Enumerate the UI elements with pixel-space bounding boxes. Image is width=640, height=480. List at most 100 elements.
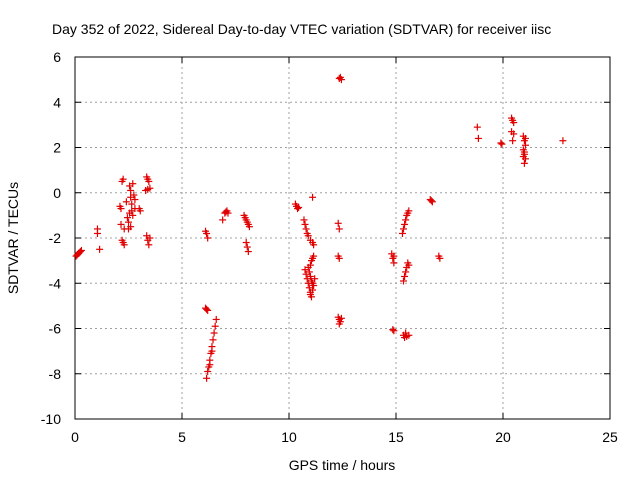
y-tick-label: 4 [53,94,61,110]
axis-ticks [74,56,611,420]
data-point [125,218,132,226]
data-point [208,347,216,355]
data-point [335,254,343,262]
data-point [119,175,127,183]
data-point [427,197,435,205]
x-tick-label: 15 [388,429,404,445]
data-point [390,259,398,267]
data-point [127,223,135,231]
data-point [144,185,152,193]
chart-title: Day 352 of 2022, Sidereal Day-to-day VTE… [52,21,551,37]
data-point [295,203,303,211]
data-point [131,196,139,204]
data-point [405,261,413,269]
data-point [130,191,138,199]
y-tick-label: 2 [53,140,61,156]
data-point [405,331,413,339]
data-point [521,141,529,149]
data-point [390,327,398,335]
data-point [398,229,406,237]
grid-lines [75,57,610,419]
data-point [510,119,518,127]
data-point [224,209,232,217]
y-tick-labels: -10 -8 -6 -4 -2 0 2 4 6 [41,49,61,427]
data-point [129,180,137,188]
data-point [123,214,131,222]
y-tick-label: -4 [49,275,62,291]
y-tick-label: -10 [41,411,61,427]
data-point [510,130,518,138]
data-point [203,305,211,313]
data-point [428,198,436,206]
data-point [473,123,481,131]
data-point [136,207,144,215]
data-point [390,252,398,260]
data-point [300,216,308,224]
data-point [302,225,310,233]
data-point [122,198,130,206]
data-point [306,272,314,280]
data-point [399,277,407,285]
data-point [521,134,529,142]
data-point [402,268,410,276]
data-point [520,159,528,167]
data-point [498,140,506,148]
data-point [559,137,567,145]
x-tick-label: 10 [281,429,297,445]
data-point [305,268,313,276]
x-axis-label: GPS time / hours [289,457,396,473]
data-point [497,139,505,147]
data-point [93,229,101,237]
data-point [335,320,343,328]
data-point [405,207,413,215]
data-point [337,314,345,322]
data-point [304,263,312,271]
data-point [204,367,212,375]
data-point [304,232,312,240]
data-point [76,248,84,256]
y-tick-label: -8 [49,366,62,382]
data-point [209,336,217,344]
data-point [309,279,317,287]
data-point [120,241,128,249]
data-point [145,241,153,249]
data-point [206,361,214,369]
x-tick-label: 25 [602,429,618,445]
y-tick-label: -2 [49,230,62,246]
data-point [203,229,211,237]
data-points [72,73,567,382]
data-point [210,329,218,337]
data-point [204,234,212,242]
data-point [126,209,134,217]
data-point [146,234,154,242]
data-point [337,76,345,84]
data-point [203,374,211,382]
x-tick-label: 0 [71,429,79,445]
data-point [401,220,409,228]
data-point [211,322,219,330]
data-point [127,186,135,194]
data-point [474,134,482,142]
data-point [519,153,527,161]
data-point [310,241,318,249]
data-point [77,246,85,254]
y-axis-label: SDTVAR / TECUs [5,182,21,294]
data-point [96,245,104,253]
data-point [335,225,343,233]
data-point [306,291,314,299]
data-point [242,239,250,247]
data-point [294,205,302,213]
data-point [243,243,251,251]
data-point [204,306,212,314]
data-point [128,200,136,208]
x-tick-labels: 0 5 10 15 20 25 [71,429,618,445]
data-point [399,225,407,233]
data-point [212,315,220,323]
data-point [309,193,317,201]
data-point [509,137,517,145]
x-tick-label: 5 [178,429,186,445]
data-point [309,286,317,294]
y-tick-label: 0 [53,185,61,201]
data-point [334,219,342,227]
